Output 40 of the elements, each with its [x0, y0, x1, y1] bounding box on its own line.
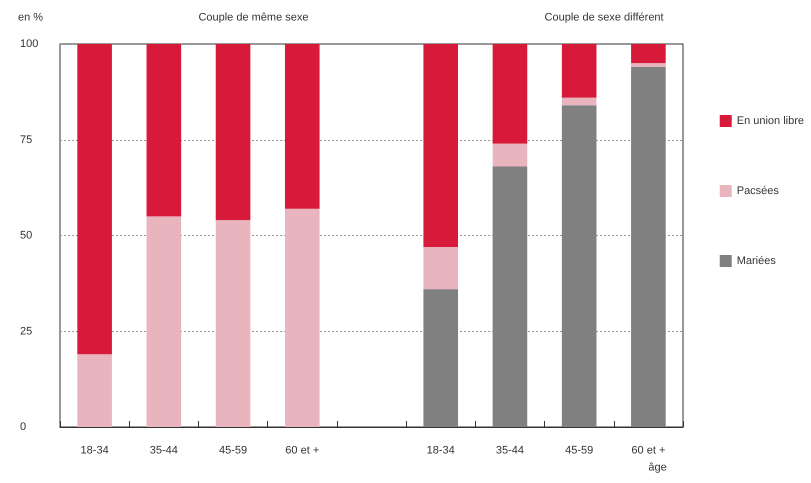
- x-axis-title: âge: [648, 462, 667, 474]
- bar: [562, 44, 596, 98]
- x-tick-label: 18-34: [426, 444, 455, 456]
- y-tick-label: 25: [20, 325, 32, 338]
- bar: [423, 44, 458, 247]
- bar: [423, 246, 458, 290]
- bar: [492, 44, 528, 144]
- bar: [562, 98, 596, 106]
- bar: [631, 66, 666, 427]
- y-tick-label: 75: [20, 134, 32, 146]
- y-tick-label: 50: [20, 230, 32, 242]
- legend-label: Pacsées: [736, 185, 780, 197]
- x-tick-label: 60 et +: [631, 444, 666, 456]
- x-tick-label: 18-34: [80, 444, 109, 456]
- bar: [77, 354, 112, 427]
- y-tick-label: 100: [20, 38, 38, 50]
- x-tick-label: 35-44: [150, 444, 178, 456]
- bar: [216, 44, 250, 220]
- bar: [423, 289, 458, 427]
- bar: [146, 44, 182, 216]
- bar: [146, 216, 182, 427]
- bar: [631, 63, 666, 67]
- text: Couple de même sexe: [198, 12, 309, 24]
- bar: [631, 44, 666, 64]
- text: Couple de sexe différent: [544, 12, 664, 24]
- bar: [284, 44, 320, 209]
- x-tick-label: 35-44: [496, 444, 524, 456]
- bar: [492, 144, 528, 167]
- bar: [492, 166, 528, 427]
- legend-label: En union libre: [736, 115, 804, 127]
- y-tick-label: 0: [20, 421, 26, 433]
- bar: [562, 105, 596, 427]
- x-tick-label: 45-59: [565, 444, 594, 456]
- bar: [284, 208, 320, 427]
- y-axis-title: en %: [18, 12, 44, 24]
- x-tick-label: 45-59: [218, 444, 248, 456]
- legend-label: Mariées: [736, 255, 776, 267]
- bar: [216, 220, 250, 427]
- bar: [77, 44, 112, 354]
- x-tick-label: 60 et +: [285, 444, 320, 456]
